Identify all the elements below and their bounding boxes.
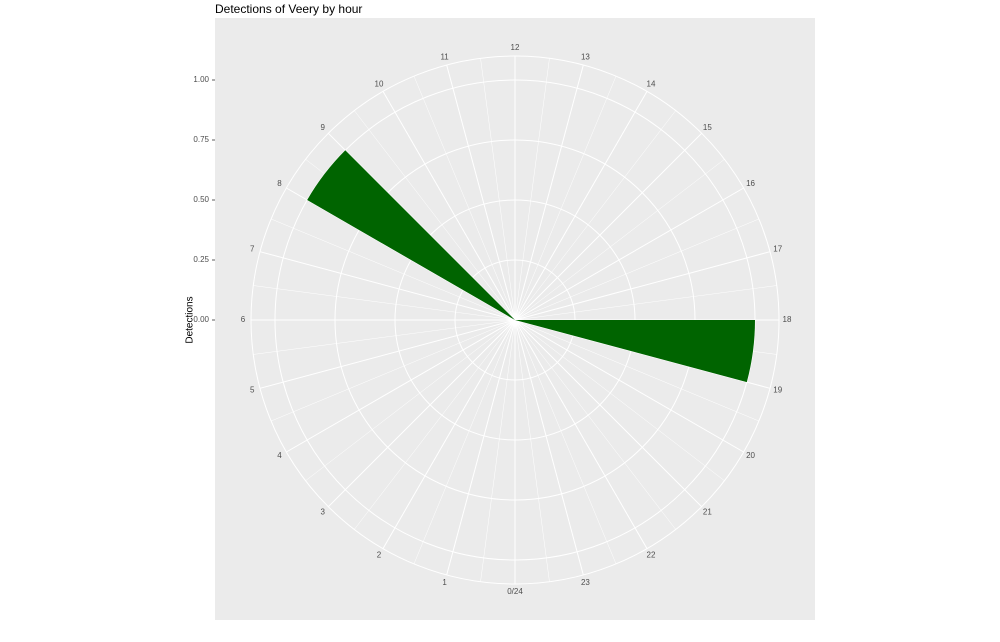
grid-line <box>514 64 584 321</box>
x-tick-label: 16 <box>746 179 755 188</box>
minor-grid-line <box>514 319 676 530</box>
minor-grid-line <box>413 76 516 321</box>
minor-grid-line <box>514 319 550 582</box>
bar <box>515 320 755 383</box>
grid-line <box>259 319 516 389</box>
grid-line <box>446 319 516 576</box>
x-tick-label: 21 <box>703 507 712 516</box>
minor-grid-line <box>514 110 676 321</box>
grid-line <box>286 319 516 453</box>
minor-grid-line <box>514 76 617 321</box>
minor-grid-line <box>354 319 516 530</box>
minor-grid-line <box>514 159 725 321</box>
minor-grid-line <box>480 319 516 582</box>
x-tick-label: 6 <box>241 315 246 324</box>
x-tick-label: 14 <box>647 80 656 89</box>
x-tick-label: 15 <box>703 123 712 132</box>
minor-grid-line <box>271 218 516 321</box>
grid-line <box>514 319 584 576</box>
x-tick-label: 13 <box>581 52 590 61</box>
grid-line <box>382 319 516 549</box>
x-tick-label: 17 <box>773 245 782 254</box>
minor-grid-line <box>253 285 516 321</box>
minor-grid-line <box>514 58 550 321</box>
minor-grid-line <box>514 285 777 321</box>
x-tick-label: 22 <box>647 551 656 560</box>
minor-grid-line <box>271 319 516 422</box>
y-tick-label: 1.00 <box>193 75 209 84</box>
minor-grid-line <box>514 319 617 564</box>
bar <box>307 150 515 320</box>
x-tick-label: 8 <box>277 179 282 188</box>
minor-grid-line <box>305 319 516 481</box>
grid-line <box>446 64 516 321</box>
grid-line <box>327 319 516 508</box>
y-axis-label: Detections <box>185 296 196 343</box>
x-tick-label: 10 <box>375 80 384 89</box>
x-tick-label: 19 <box>773 386 782 395</box>
minor-grid-line <box>514 319 759 422</box>
grid-line <box>514 319 703 508</box>
y-tick-label: 0.75 <box>193 135 209 144</box>
x-tick-label: 9 <box>320 123 325 132</box>
y-tick-label: 0.50 <box>193 195 209 204</box>
grid-line <box>382 91 516 321</box>
grid-line <box>514 187 744 321</box>
x-tick-label: 5 <box>250 386 255 395</box>
x-tick-label: 1 <box>442 578 447 587</box>
minor-grid-line <box>514 319 725 481</box>
grid-line <box>514 319 648 549</box>
minor-grid-line <box>413 319 516 564</box>
y-tick-label: 0.25 <box>193 255 209 264</box>
grid-line <box>259 251 516 321</box>
y-tick-label: 0.00 <box>193 315 209 324</box>
x-tick-label: 2 <box>377 551 382 560</box>
minor-grid-line <box>514 218 759 321</box>
x-tick-label: 11 <box>440 52 449 61</box>
x-tick-label: 20 <box>746 451 755 460</box>
x-tick-label: 4 <box>277 451 282 460</box>
x-tick-label: 18 <box>783 315 792 324</box>
minor-grid-line <box>253 319 516 355</box>
grid-line <box>514 132 703 321</box>
x-tick-label: 7 <box>250 245 255 254</box>
minor-grid-line <box>354 110 516 321</box>
x-tick-label: 0/24 <box>507 587 523 596</box>
grid-line <box>514 91 648 321</box>
grid-line <box>514 319 744 453</box>
minor-grid-line <box>480 58 516 321</box>
grid-line <box>514 251 771 321</box>
x-tick-label: 23 <box>581 578 590 587</box>
x-tick-label: 3 <box>320 507 325 516</box>
chart-title: Detections of Veery by hour <box>215 2 362 16</box>
x-tick-label: 12 <box>511 43 520 52</box>
